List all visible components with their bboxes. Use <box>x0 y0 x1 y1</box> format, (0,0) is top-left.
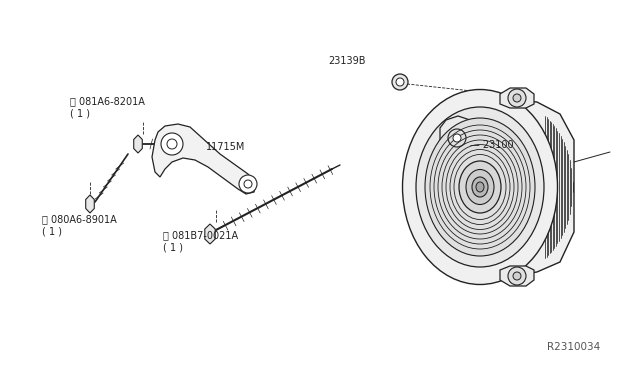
Circle shape <box>167 139 177 149</box>
Ellipse shape <box>472 177 488 197</box>
Circle shape <box>513 94 521 102</box>
Ellipse shape <box>403 90 557 285</box>
Circle shape <box>396 78 404 86</box>
Circle shape <box>513 272 521 280</box>
Text: Ⓑ 080A6-8901A
( 1 ): Ⓑ 080A6-8901A ( 1 ) <box>42 214 116 236</box>
Circle shape <box>448 129 466 147</box>
Circle shape <box>453 134 461 142</box>
Circle shape <box>244 180 252 188</box>
Ellipse shape <box>466 170 494 205</box>
Ellipse shape <box>425 118 535 256</box>
Text: Ⓑ 081B7-0021A
( 1 ): Ⓑ 081B7-0021A ( 1 ) <box>163 230 238 252</box>
Circle shape <box>508 267 526 285</box>
Text: 11715M: 11715M <box>206 142 245 152</box>
Polygon shape <box>440 116 474 157</box>
Text: 23139B: 23139B <box>328 56 365 66</box>
Text: Ⓑ 081A6-8201A
( 1 ): Ⓑ 081A6-8201A ( 1 ) <box>70 96 145 118</box>
Polygon shape <box>152 124 256 194</box>
Polygon shape <box>134 135 142 153</box>
Polygon shape <box>500 88 534 108</box>
Polygon shape <box>458 98 574 276</box>
Polygon shape <box>86 195 94 213</box>
Text: R2310034: R2310034 <box>547 342 600 352</box>
Circle shape <box>392 74 408 90</box>
Circle shape <box>508 89 526 107</box>
Circle shape <box>239 175 257 193</box>
Ellipse shape <box>459 161 501 213</box>
Ellipse shape <box>476 182 484 192</box>
Text: — 23100: — 23100 <box>470 140 514 150</box>
Ellipse shape <box>416 107 544 267</box>
Polygon shape <box>205 224 215 244</box>
Circle shape <box>161 133 183 155</box>
Polygon shape <box>500 266 534 286</box>
